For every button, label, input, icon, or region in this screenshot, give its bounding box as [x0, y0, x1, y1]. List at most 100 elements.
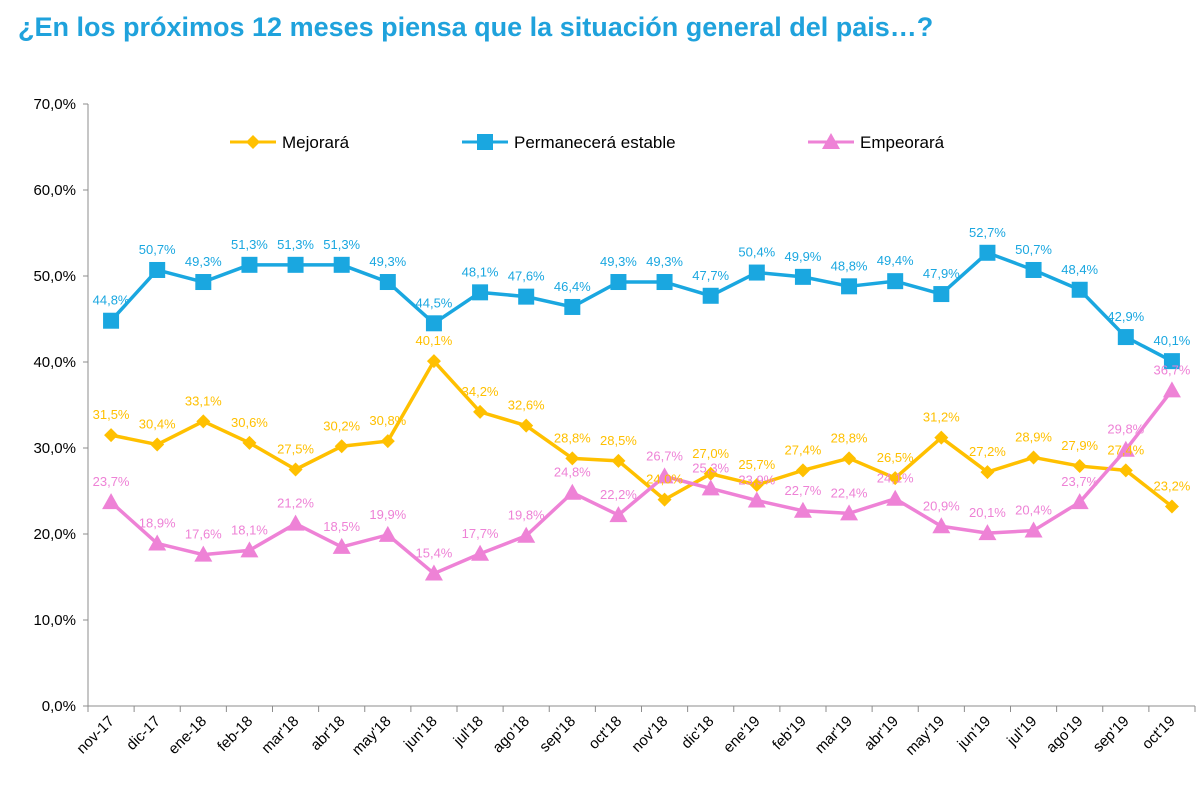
- data-label: 22,2%: [600, 487, 637, 502]
- data-point-diamond: [334, 439, 349, 454]
- data-point-triangle: [1070, 493, 1089, 510]
- data-point-diamond: [519, 418, 534, 433]
- data-label: 33,1%: [185, 393, 222, 408]
- data-label: 44,5%: [416, 295, 453, 310]
- data-label: 49,3%: [646, 254, 683, 269]
- data-point-square: [702, 287, 719, 304]
- data-label: 23,2%: [1154, 478, 1191, 493]
- series-line: [110, 359, 1174, 508]
- data-point-diamond: [196, 414, 211, 429]
- legend-label: Permanecerá estable: [514, 133, 676, 152]
- data-point-square: [656, 274, 673, 291]
- data-label: 27,5%: [277, 442, 314, 457]
- data-point-diamond: [1026, 450, 1041, 465]
- y-tick-label: 0,0%: [42, 698, 76, 715]
- data-point-triangle: [517, 526, 536, 543]
- data-point-triangle: [240, 541, 259, 558]
- data-label: 27,4%: [785, 442, 822, 457]
- data-label: 50,7%: [1015, 242, 1052, 257]
- y-tick-label: 10,0%: [33, 612, 76, 629]
- data-point-triangle: [1116, 440, 1135, 457]
- data-point-diamond: [380, 434, 395, 449]
- data-point-triangle: [978, 524, 997, 541]
- data-label: 31,5%: [93, 407, 130, 422]
- x-tick-label: mar'19: [812, 713, 856, 757]
- data-label: 17,7%: [462, 526, 499, 541]
- data-label: 34,2%: [462, 384, 499, 399]
- data-label: 27,9%: [1061, 438, 1098, 453]
- data-label: 18,9%: [139, 515, 176, 530]
- data-point-square: [1025, 261, 1042, 278]
- x-tick-label: jul'18: [450, 713, 487, 750]
- data-point-triangle: [932, 517, 951, 534]
- data-label: 47,9%: [923, 266, 960, 281]
- x-tick-label: jul'19: [1003, 713, 1040, 750]
- data-label: 24,0%: [646, 472, 683, 487]
- x-tick-label: abr'19: [861, 713, 902, 754]
- data-label: 23,9%: [738, 472, 775, 487]
- data-label: 48,4%: [1061, 262, 1098, 277]
- legend-marker: [822, 133, 840, 149]
- data-label: 24,1%: [877, 471, 914, 486]
- data-point-diamond: [980, 465, 995, 480]
- data-label: 28,5%: [600, 433, 637, 448]
- legend-marker: [477, 134, 493, 150]
- legend-marker: [246, 135, 260, 149]
- data-label: 51,3%: [231, 237, 268, 252]
- data-point-diamond: [104, 428, 119, 443]
- data-point-square: [979, 244, 996, 261]
- data-point-square: [472, 284, 489, 301]
- data-label: 29,8%: [1107, 422, 1144, 437]
- data-point-diamond: [611, 453, 626, 468]
- data-label: 49,3%: [369, 254, 406, 269]
- series-line: [109, 251, 1173, 363]
- data-label: 47,7%: [692, 268, 729, 283]
- data-label: 51,3%: [323, 237, 360, 252]
- data-point-diamond: [749, 477, 764, 492]
- data-point-triangle: [378, 525, 397, 542]
- x-tick-label: ago'18: [489, 713, 533, 757]
- x-tick-label: jun'19: [954, 713, 995, 754]
- data-point-triangle: [840, 504, 859, 521]
- data-point-diamond: [473, 404, 488, 419]
- data-label: 24,8%: [554, 465, 591, 480]
- data-point-square: [1163, 353, 1180, 370]
- data-point-diamond: [795, 463, 810, 478]
- data-label: 31,2%: [923, 410, 960, 425]
- data-point-triangle: [747, 491, 766, 508]
- data-point-square: [379, 274, 396, 291]
- data-label: 18,5%: [323, 519, 360, 534]
- data-point-triangle: [1162, 381, 1181, 398]
- data-point-diamond: [888, 471, 903, 486]
- data-label: 49,9%: [785, 249, 822, 264]
- data-point-square: [287, 256, 304, 273]
- data-point-square: [149, 261, 166, 278]
- data-label: 23,7%: [93, 474, 130, 489]
- y-tick-label: 60,0%: [33, 182, 76, 199]
- x-tick-label: abr'18: [307, 713, 348, 754]
- data-point-square: [564, 298, 581, 315]
- data-label: 30,6%: [231, 415, 268, 430]
- data-label: 26,5%: [877, 450, 914, 465]
- y-tick-label: 40,0%: [33, 354, 76, 371]
- data-point-triangle: [102, 493, 121, 510]
- x-tick-label: oct'19: [1139, 713, 1179, 753]
- data-labels: 31,5% 30,4% 33,1% 30,6% 27,5% 30,2% 30,8% 40,1%…: [93, 225, 1191, 561]
- data-point-diamond: [426, 354, 441, 369]
- data-label: 17,6%: [185, 527, 222, 542]
- data-point-triangle: [563, 483, 582, 500]
- data-point-triangle: [332, 537, 351, 554]
- x-tick-label: dic-17: [123, 713, 164, 754]
- data-label: 50,7%: [139, 242, 176, 257]
- data-point-square: [195, 274, 212, 291]
- data-label: 49,3%: [185, 254, 222, 269]
- data-point-square: [887, 273, 904, 290]
- legend-label: Empeorará: [860, 133, 945, 152]
- data-label: 19,9%: [369, 507, 406, 522]
- axes: 0,0% 10,0% 20,0% 30,0% 40,0% 50,0% 60,0% 70,0% n…: [33, 96, 1196, 759]
- data-label: 36,7%: [1154, 362, 1191, 377]
- series-line: [109, 389, 1174, 576]
- data-point-diamond: [1118, 463, 1133, 478]
- y-tick-label: 20,0%: [33, 526, 76, 543]
